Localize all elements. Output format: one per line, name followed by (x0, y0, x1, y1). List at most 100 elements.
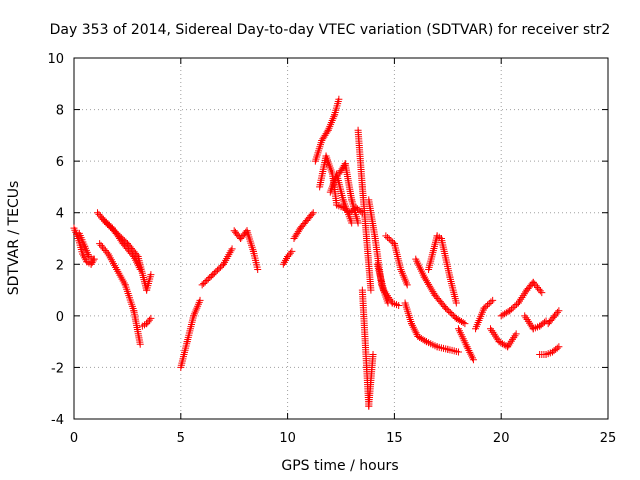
data-series-segment (177, 296, 204, 371)
data-point (335, 95, 343, 103)
data-point (509, 304, 517, 312)
plot-frame (73, 57, 609, 420)
data-point (136, 340, 144, 348)
data-point (555, 343, 563, 351)
data-point (97, 241, 105, 249)
x-tick-label: 15 (386, 431, 403, 446)
data-series-segment (198, 245, 236, 289)
data-series-segment (75, 229, 97, 263)
x-tick-label: 10 (279, 431, 296, 446)
data-series-segment (412, 255, 469, 328)
data-point (421, 275, 429, 283)
data-point (534, 283, 542, 291)
data-point (555, 307, 563, 315)
data-series-segment (326, 170, 356, 227)
data-point (489, 296, 497, 304)
data-series-segment (487, 325, 520, 351)
x-axis-label: GPS time / hours (281, 458, 398, 474)
data-point (215, 265, 223, 273)
data-point (422, 277, 430, 285)
data-point (213, 266, 221, 274)
data-point (459, 319, 467, 327)
data-point (104, 220, 112, 228)
data-point (285, 251, 293, 259)
data-point (207, 272, 215, 280)
y-axis-label: SDTVAR / TECUs (6, 181, 22, 296)
data-series-segment (354, 126, 375, 294)
data-point (440, 303, 448, 311)
data-point (480, 304, 488, 312)
data-point (538, 289, 546, 297)
data-point (536, 287, 544, 295)
y-tick-label: 8 (56, 104, 64, 119)
data-point (529, 278, 537, 286)
y-tick-label: 10 (47, 52, 64, 67)
data-series-segment (279, 247, 296, 268)
data-point (210, 269, 218, 277)
data-point (209, 271, 217, 279)
data-point (89, 255, 97, 263)
data-point (429, 288, 437, 296)
data-point (196, 296, 204, 304)
data-point (143, 320, 151, 328)
data-point (101, 217, 109, 225)
data-point (382, 232, 390, 240)
data-point (421, 337, 429, 345)
data-point (469, 356, 477, 364)
data-point (502, 342, 510, 350)
data-series-segment (472, 296, 497, 333)
data-point (428, 286, 436, 294)
data-point (403, 281, 411, 289)
data-point (147, 314, 155, 322)
data-point (308, 210, 316, 218)
data-point (443, 306, 451, 314)
data-point (369, 351, 377, 359)
data-series-segment (382, 232, 411, 289)
data-point (507, 305, 515, 313)
data-point (513, 301, 521, 309)
data-point (98, 214, 106, 222)
data-series-segment (521, 312, 550, 333)
x-tick-label: 25 (600, 431, 617, 446)
x-tick-label: 0 (70, 431, 78, 446)
data-point (357, 207, 365, 215)
data-point (449, 311, 457, 319)
data-point (532, 282, 540, 290)
data-point (96, 212, 104, 220)
data-series-segment (230, 227, 262, 273)
data-point (147, 271, 155, 279)
data-point (452, 299, 460, 307)
data-point (445, 307, 453, 315)
data-point (101, 247, 109, 255)
data-series-segment (138, 314, 155, 330)
data-point (512, 330, 520, 338)
data-point (103, 248, 111, 256)
data-point (323, 128, 331, 136)
data-point (553, 344, 561, 352)
data-series-segment (311, 95, 343, 165)
data-point (461, 320, 469, 328)
data-point (99, 215, 107, 223)
y-tick-label: -2 (51, 361, 64, 376)
data-series-segment (454, 325, 477, 364)
data-series-segment (536, 343, 563, 359)
data-series-segment (425, 232, 460, 307)
gridlines (74, 58, 608, 419)
data-point (198, 281, 206, 289)
data-point (144, 318, 152, 326)
data-point (286, 249, 294, 257)
data-point (98, 243, 106, 251)
x-tick-label: 20 (493, 431, 510, 446)
data-point (535, 285, 543, 293)
data-point (446, 309, 454, 317)
y-tick-label: 2 (56, 258, 64, 273)
data-point (284, 253, 292, 261)
data-point (485, 299, 493, 307)
data-point (531, 280, 539, 288)
data-series-segment (358, 286, 377, 410)
data-point (105, 221, 113, 229)
data-point (387, 237, 395, 245)
data-point (427, 284, 435, 292)
data-point (389, 238, 397, 246)
